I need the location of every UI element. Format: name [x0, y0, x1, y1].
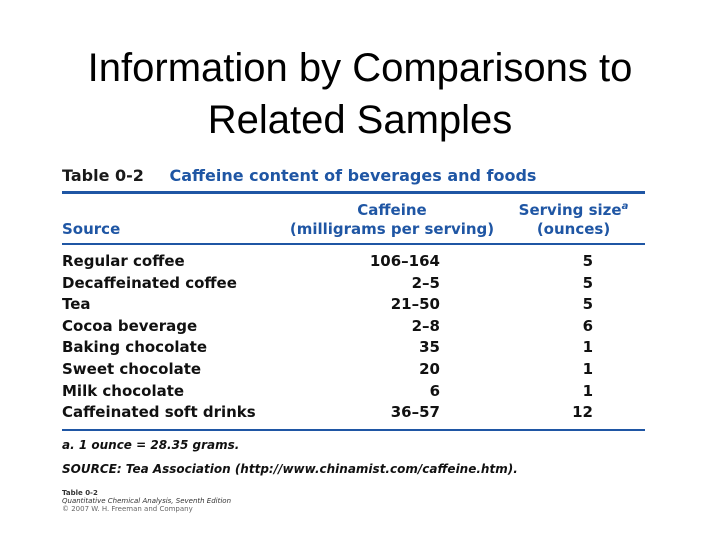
- table-caption-text: Caffeine content of beverages and foods: [169, 166, 537, 185]
- figure-credit: Table 0-2 Quantitative Chemical Analysis…: [62, 489, 645, 513]
- table-top-rule: [62, 191, 645, 194]
- table-row: Baking chocolate 35 1: [62, 337, 645, 359]
- credit-copyright: © 2007 W. H. Freeman and Company: [62, 504, 193, 513]
- table-bottom-rule: [62, 428, 645, 431]
- cell-caffeine: 2–8: [411, 316, 440, 335]
- table-header-row: Source Caffeine (milligrams per serving)…: [62, 194, 645, 243]
- cell-caffeine: 2–5: [411, 273, 440, 292]
- cell-caffeine: 21–50: [390, 295, 440, 314]
- header-serving-line-1: Serving sizea: [502, 197, 645, 220]
- cell-caffeine: 36–57: [390, 403, 440, 422]
- credit-edition: Quantitative Chemical Analysis, Seventh …: [62, 496, 232, 505]
- cell-source: Tea: [62, 295, 91, 314]
- cell-source: Milk chocolate: [62, 381, 185, 400]
- cell-serving: 1: [582, 359, 593, 378]
- slide-title-line-1: Information by Comparisons to: [87, 46, 633, 90]
- cell-serving: 5: [582, 252, 593, 270]
- slide-title: Information by Comparisons to Related Sa…: [0, 42, 720, 146]
- cell-source: Baking chocolate: [62, 338, 207, 357]
- header-caffeine-line-1: Caffeine: [357, 201, 427, 219]
- cell-source: Caffeinated soft drinks: [62, 403, 256, 422]
- header-serving-footnote-mark: a: [621, 201, 629, 212]
- header-serving-line-2: (ounces): [536, 220, 611, 238]
- table-footnote: a. 1 ounce = 28.35 grams.: [62, 437, 240, 452]
- header-source-label: Source: [62, 220, 121, 238]
- cell-source: Regular coffee: [62, 252, 185, 270]
- cell-caffeine: 106–164: [369, 252, 440, 270]
- table-number: Table 0-2: [62, 166, 144, 185]
- table-row: Caffeinated soft drinks 36–57 12: [62, 402, 645, 424]
- cell-serving: 6: [582, 316, 593, 335]
- slide-title-line-2: Related Samples: [207, 98, 513, 142]
- table-caption: Table 0-2 Caffeine content of beverages …: [62, 165, 645, 187]
- cell-caffeine: 35: [419, 338, 440, 357]
- header-serving-size: Serving sizea (ounces): [502, 197, 645, 239]
- cell-serving: 1: [582, 381, 593, 400]
- header-source: Source: [62, 220, 282, 239]
- cell-source: Decaffeinated coffee: [62, 273, 237, 292]
- table-row: Milk chocolate 6 1: [62, 381, 645, 403]
- table-row: Decaffeinated coffee 2–5 5: [62, 273, 645, 295]
- table-row: Tea 21–50 5: [62, 294, 645, 316]
- table-row: Cocoa beverage 2–8 6: [62, 316, 645, 338]
- header-serving-label: Serving size: [518, 201, 622, 219]
- cell-caffeine: 20: [419, 359, 440, 378]
- table-row: Sweet chocolate 20 1: [62, 359, 645, 381]
- cell-serving: 1: [582, 338, 593, 357]
- cell-source: Cocoa beverage: [62, 316, 198, 335]
- credit-table-number: Table 0-2: [62, 488, 98, 497]
- table-source-note: SOURCE: Tea Association (http://www.chin…: [62, 461, 518, 476]
- table-body: Regular coffee 106–164 5 Decaffeinated c…: [62, 245, 645, 429]
- cell-serving: 12: [572, 403, 593, 422]
- header-caffeine-line-2: (milligrams per serving): [289, 220, 495, 238]
- cell-caffeine: 6: [429, 381, 440, 400]
- table-header-rule: [62, 243, 645, 245]
- cell-serving: 5: [582, 295, 593, 314]
- table-row: Regular coffee 106–164 5: [62, 251, 645, 273]
- header-caffeine: Caffeine (milligrams per serving): [282, 201, 502, 239]
- cell-source: Sweet chocolate: [62, 359, 202, 378]
- cell-serving: 5: [582, 273, 593, 292]
- caffeine-table: Table 0-2 Caffeine content of beverages …: [62, 165, 645, 513]
